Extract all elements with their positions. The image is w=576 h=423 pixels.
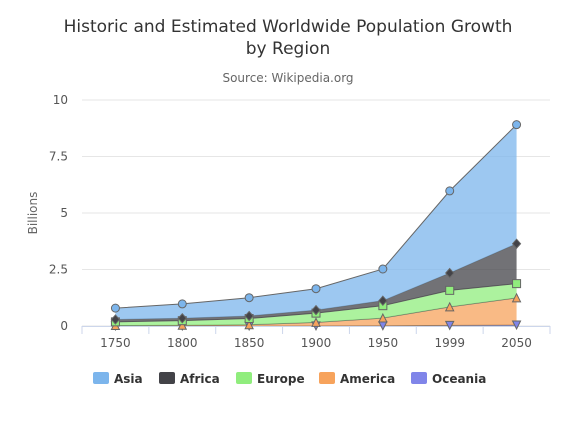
legend-item-europe[interactable]: Europe bbox=[236, 372, 305, 386]
point-america[interactable] bbox=[244, 319, 254, 330]
point-africa[interactable] bbox=[445, 267, 455, 279]
x-tick-label: 2050 bbox=[501, 336, 532, 350]
chart-title-line-2: by Region bbox=[246, 39, 330, 59]
point-africa[interactable] bbox=[378, 295, 388, 306]
legend-swatch bbox=[411, 372, 427, 384]
series-markers bbox=[110, 120, 522, 332]
series-areas bbox=[115, 124, 517, 327]
area-asia bbox=[115, 124, 517, 320]
legend-swatch bbox=[236, 372, 252, 384]
point-asia[interactable] bbox=[110, 303, 120, 313]
point-oceania[interactable] bbox=[444, 320, 455, 331]
point-america[interactable] bbox=[378, 312, 388, 323]
point-africa[interactable] bbox=[177, 312, 187, 324]
point-africa[interactable] bbox=[244, 310, 254, 322]
point-asia[interactable] bbox=[378, 264, 388, 274]
legend-item-america[interactable]: America bbox=[319, 372, 395, 386]
legend-item-asia[interactable]: Asia bbox=[93, 372, 143, 386]
point-america[interactable] bbox=[177, 320, 188, 330]
point-america[interactable] bbox=[511, 292, 522, 303]
legend-label: Africa bbox=[180, 372, 220, 386]
point-africa[interactable] bbox=[311, 304, 321, 316]
y-tick-label: 7.5 bbox=[49, 150, 68, 164]
point-europe[interactable] bbox=[445, 285, 455, 295]
legend-label: Europe bbox=[257, 372, 305, 386]
legend-swatch bbox=[319, 372, 335, 384]
legend-label: Asia bbox=[114, 372, 143, 386]
x-tick-label: 1850 bbox=[234, 336, 265, 350]
legend-swatch bbox=[93, 372, 109, 384]
legend-label: Oceania bbox=[432, 372, 486, 386]
point-asia[interactable] bbox=[445, 186, 455, 196]
point-asia[interactable] bbox=[244, 293, 254, 303]
legend-item-oceania[interactable]: Oceania bbox=[411, 372, 486, 386]
y-axis-label: Billions bbox=[26, 192, 40, 235]
y-tick-label: 2.5 bbox=[49, 263, 68, 277]
legend-item-africa[interactable]: Africa bbox=[159, 372, 220, 386]
point-oceania[interactable] bbox=[511, 320, 522, 331]
legend[interactable]: Asia Africa Europe America Oceania bbox=[93, 372, 486, 386]
legend-label: America bbox=[340, 372, 395, 386]
x-tick-label: 1999 bbox=[434, 336, 465, 350]
y-tick-label: 0 bbox=[60, 319, 68, 333]
y-tick-label: 10 bbox=[53, 93, 68, 107]
axes: 0 2.5 5 7.5 10 1750 1800 1850 1900 1950 1999 2050 bbox=[49, 93, 551, 350]
point-africa[interactable] bbox=[511, 238, 522, 249]
point-america[interactable] bbox=[311, 317, 321, 327]
chart-subtitle: Source: Wikipedia.org bbox=[222, 71, 353, 85]
x-tick-label: 1750 bbox=[100, 336, 131, 350]
point-africa[interactable] bbox=[110, 314, 121, 325]
point-asia[interactable] bbox=[177, 299, 187, 309]
area-america bbox=[115, 297, 517, 326]
x-tick-label: 1800 bbox=[167, 336, 198, 350]
x-tick-label: 1950 bbox=[368, 336, 399, 350]
area-africa bbox=[115, 243, 517, 322]
point-asia[interactable] bbox=[512, 120, 522, 130]
point-america[interactable] bbox=[444, 301, 455, 312]
point-europe[interactable] bbox=[512, 279, 522, 289]
point-asia[interactable] bbox=[311, 284, 321, 294]
legend-swatch bbox=[159, 372, 175, 384]
x-tick-label: 1900 bbox=[301, 336, 332, 350]
y-tick-label: 5 bbox=[60, 206, 68, 220]
chart-title-line-1: Historic and Estimated Worldwide Populat… bbox=[64, 17, 513, 37]
